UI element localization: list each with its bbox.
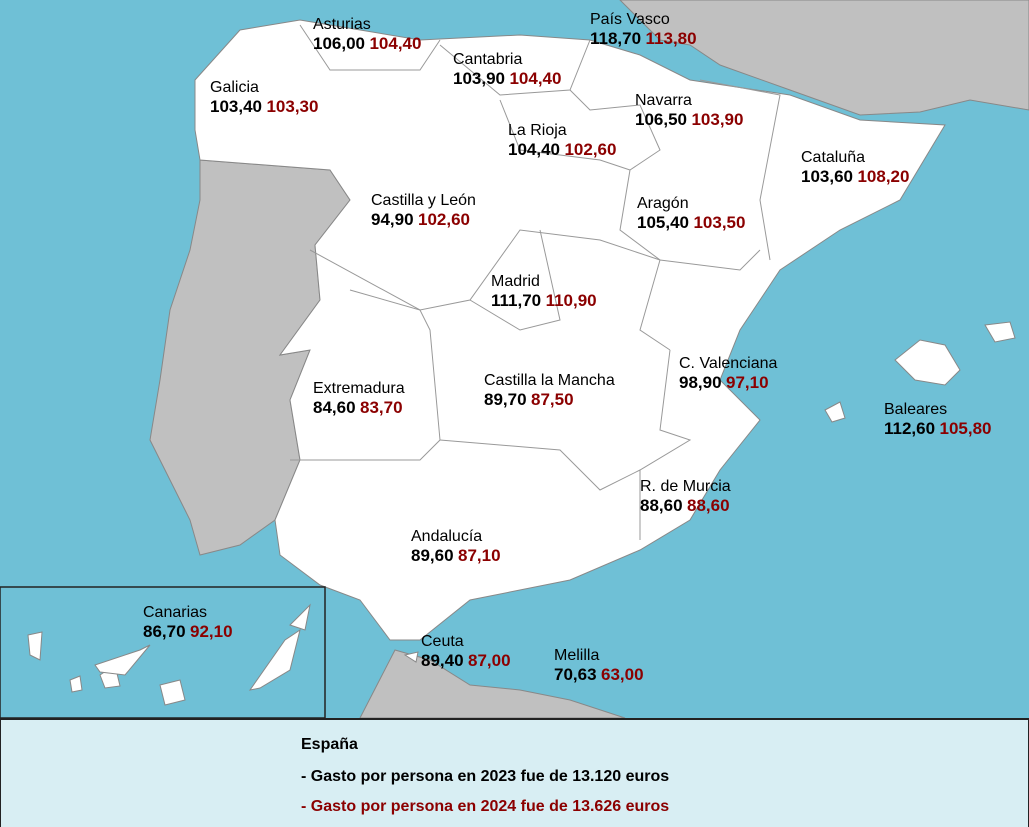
value-2023: 103,60 <box>801 167 853 186</box>
region-name: Madrid <box>491 273 540 290</box>
region-name: Ceuta <box>421 633 464 650</box>
france-land <box>619 0 1029 116</box>
value-2024: 97,10 <box>726 373 769 392</box>
region-name: Melilla <box>554 647 600 664</box>
value-2023: 106,50 <box>635 110 687 129</box>
africa-land <box>359 649 626 719</box>
legend-title: España <box>301 736 358 753</box>
region-name: País Vasco <box>590 11 670 28</box>
region-name: Cataluña <box>801 149 866 166</box>
value-2023: 89,40 <box>421 651 464 670</box>
region-name: Castilla la Mancha <box>484 372 615 389</box>
value-2024: 113,80 <box>645 29 697 48</box>
region-name: La Rioja <box>508 122 567 139</box>
region-ceuta: Ceuta 89,40 87,00 <box>421 632 511 671</box>
region-extremadura: Extremadura 84,60 83,70 <box>313 379 405 418</box>
value-2024: 102,60 <box>418 210 470 229</box>
region-asturias: Asturias 106,00 104,40 <box>313 15 421 54</box>
value-2023: 94,90 <box>371 210 414 229</box>
value-2024: 103,90 <box>691 110 744 129</box>
value-2023: 70,63 <box>554 665 597 684</box>
region-name: Baleares <box>884 401 948 418</box>
value-2024: 92,10 <box>190 622 233 641</box>
value-2024: 83,70 <box>360 398 403 417</box>
value-2023: 103,40 <box>210 97 262 116</box>
region-castilla-leon: Castilla y León 94,90 102,60 <box>371 191 476 230</box>
value-2024: 110,90 <box>545 291 597 310</box>
value-2024: 87,00 <box>468 651 511 670</box>
value-2023: 104,40 <box>508 140 560 159</box>
region-andalucia: Andalucía 89,60 87,10 <box>411 527 501 566</box>
value-2023: 89,70 <box>484 390 527 409</box>
value-2023: 89,60 <box>411 546 454 565</box>
region-melilla: Melilla 70,63 63,00 <box>554 646 644 685</box>
legend-2023: - Gasto por persona en 2023 fue de 13.12… <box>301 768 670 785</box>
value-2024: 63,00 <box>601 665 644 684</box>
value-2024: 104,40 <box>509 69 562 88</box>
region-cataluna: Cataluña 103,60 108,20 <box>801 148 909 187</box>
value-2023: 88,60 <box>640 496 683 515</box>
value-2023: 118,70 <box>590 29 642 48</box>
region-cantabria: Cantabria 103,90 104,40 <box>453 50 561 89</box>
value-2024: 104,40 <box>369 34 422 53</box>
region-canarias: Canarias 86,70 92,10 <box>143 603 233 642</box>
value-2024: 103,50 <box>693 213 746 232</box>
value-2024: 87,50 <box>531 390 574 409</box>
region-name: Navarra <box>635 92 692 109</box>
ibiza-island <box>824 401 846 423</box>
value-2024: 103,30 <box>266 97 319 116</box>
region-aragon: Aragón 105,40 103,50 <box>637 194 745 233</box>
value-2024: 108,20 <box>857 167 910 186</box>
region-c-valenciana: C. Valenciana 98,90 97,10 <box>679 354 777 393</box>
region-murcia: R. de Murcia 88,60 88,60 <box>640 477 731 516</box>
value-2023: 98,90 <box>679 373 722 392</box>
region-la-rioja: La Rioja 104,40 102,60 <box>508 121 616 160</box>
value-2024: 88,60 <box>687 496 730 515</box>
region-name: C. Valenciana <box>679 355 778 372</box>
value-2023: 84,60 <box>313 398 356 417</box>
value-2023: 105,40 <box>637 213 689 232</box>
region-name: Extremadura <box>313 380 405 397</box>
region-galicia: Galicia 103,40 103,30 <box>210 78 318 117</box>
region-castilla-la-mancha: Castilla la Mancha 89,70 87,50 <box>484 371 615 410</box>
legend-box: España - Gasto por persona en 2023 fue d… <box>0 718 1029 827</box>
region-pais-vasco: País Vasco 118,70 113,80 <box>590 10 697 49</box>
legend-2024: - Gasto por persona en 2024 fue de 13.62… <box>301 798 670 815</box>
region-name: Canarias <box>143 604 208 621</box>
region-name: Asturias <box>313 16 371 33</box>
region-name: Aragón <box>637 195 689 212</box>
spain-mainland <box>194 19 946 641</box>
mallorca-island <box>894 339 961 386</box>
ceuta-land <box>403 651 419 663</box>
value-2024: 105,80 <box>939 419 992 438</box>
region-baleares: Baleares 112,60 105,80 <box>884 400 992 439</box>
canary-islands <box>27 603 311 706</box>
value-2023: 86,70 <box>143 622 186 641</box>
value-2024: 102,60 <box>564 140 617 159</box>
region-name: Galicia <box>210 79 259 96</box>
value-2023: 112,60 <box>884 419 936 438</box>
menorca-island <box>984 321 1016 343</box>
region-name: Andalucía <box>411 528 483 545</box>
region-name: Cantabria <box>453 51 523 68</box>
region-name: R. de Murcia <box>640 478 731 495</box>
region-madrid: Madrid 111,70 110,90 <box>491 272 597 311</box>
value-2023: 103,90 <box>453 69 505 88</box>
region-name: Castilla y León <box>371 192 476 209</box>
value-2023: 111,70 <box>491 291 542 310</box>
value-2023: 106,00 <box>313 34 365 53</box>
region-navarra: Navarra 106,50 103,90 <box>635 91 743 130</box>
region-borders <box>290 24 781 540</box>
value-2024: 87,10 <box>458 546 501 565</box>
